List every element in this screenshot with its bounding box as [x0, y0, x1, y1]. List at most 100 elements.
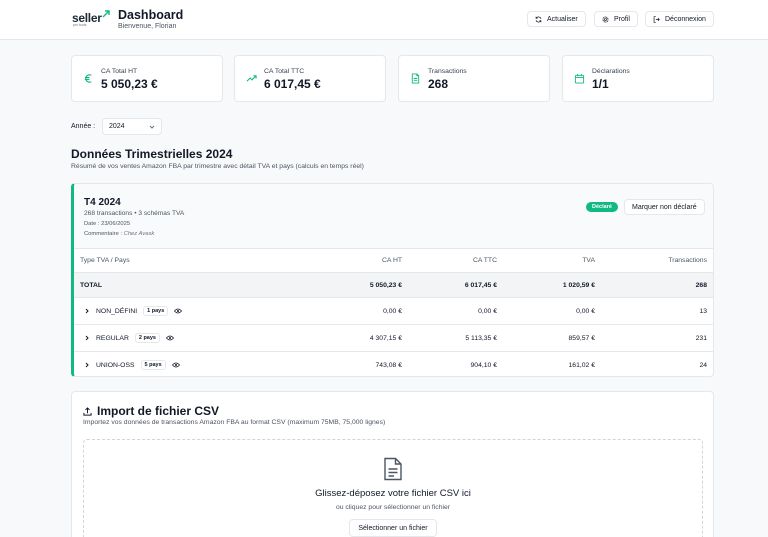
gear-icon: [602, 15, 609, 23]
stat-label: CA Total TTC: [264, 68, 305, 75]
section-subtitle: Résumé de vos ventes Amazon FBA par trim…: [71, 163, 364, 170]
total-tva: 1 020,59 €: [562, 281, 595, 289]
stat-card-ca-ttc: CA Total TTC 6 017,45 €: [234, 55, 386, 102]
quarter-title: T4 2024: [84, 197, 121, 208]
table-header: Type TVA / Pays CA HT CA TTC TVA Transac…: [74, 248, 713, 272]
row-name-cell: NON_DÉFINI 1 pays: [80, 298, 183, 324]
welcome-text: Bienvenue, Florian: [118, 23, 177, 30]
chevron-down-icon: [149, 125, 155, 129]
import-card: Import de fichier CSV Importez vos donné…: [71, 391, 714, 537]
row-ht: 0,00 €: [383, 307, 402, 315]
logout-button[interactable]: Déconnexion: [645, 11, 714, 27]
date-label: Date :: [84, 221, 100, 227]
status-badge: Déclaré: [586, 202, 618, 212]
logout-icon: [653, 15, 660, 23]
total-ht: 5 050,23 €: [369, 281, 402, 289]
chevron-right-icon[interactable]: [84, 335, 90, 341]
import-title-text: Import de fichier CSV: [97, 404, 220, 418]
total-row: TOTAL 5 050,23 € 6 017,45 € 1 020,59 € 2…: [74, 272, 713, 297]
stat-value: 5 050,23 €: [101, 77, 158, 91]
row-tva: 0,00 €: [576, 307, 595, 315]
table-row[interactable]: NON_DÉFINI 1 pays 0,00 € 0,00 € 0,00 € 1…: [74, 297, 713, 324]
euro-icon: [84, 74, 92, 83]
refresh-icon: [535, 16, 542, 22]
year-value: 2024: [109, 123, 125, 130]
logo-arrow-icon: [102, 10, 110, 18]
stat-label: Déclarations: [592, 68, 630, 75]
row-ht: 4 307,15 €: [369, 334, 402, 342]
quarter-card: T4 2024 268 transactions • 3 schémas TVA…: [71, 183, 714, 377]
comment-value: Chez Avask: [123, 231, 155, 237]
row-name: UNION-OSS: [96, 361, 135, 369]
quarter-header: T4 2024 268 transactions • 3 schémas TVA…: [74, 184, 713, 248]
country-count-badge: 2 pays: [134, 333, 160, 343]
dropzone-title: Glissez-déposez votre fichier CSV ici: [315, 488, 471, 499]
quarter-comment: Commentaire : Chez Avask: [84, 231, 154, 237]
trending-up-icon: [246, 75, 257, 82]
file-dropzone[interactable]: Glissez-déposez votre fichier CSV ici ou…: [83, 439, 703, 537]
stat-value: 268: [428, 77, 449, 91]
date-value: 23/06/2025: [101, 221, 131, 227]
stat-card-transactions: Transactions 268: [398, 55, 550, 102]
refresh-button[interactable]: Actualiser: [527, 11, 586, 27]
import-subtitle: Importez vos données de transactions Ama…: [83, 419, 386, 426]
year-select[interactable]: 2024: [102, 118, 162, 135]
profile-button[interactable]: Profil: [594, 11, 638, 27]
chevron-right-icon[interactable]: [84, 362, 90, 368]
select-file-button[interactable]: Sélectionner un fichier: [349, 519, 437, 537]
stat-label: CA Total HT: [101, 68, 138, 75]
page-title: Dashboard: [118, 8, 184, 22]
document-icon: [384, 457, 402, 481]
eye-icon[interactable]: [174, 308, 183, 314]
section-title: Données Trimestrielles 2024: [71, 147, 233, 161]
row-name: REGULAR: [96, 334, 129, 342]
table-row[interactable]: REGULAR 2 pays 4 307,15 € 5 113,35 € 859…: [74, 324, 713, 351]
row-ht: 743,08 €: [375, 361, 402, 369]
col-header-transactions: Transactions: [668, 257, 707, 264]
total-label: TOTAL: [80, 281, 103, 289]
row-tva: 859,57 €: [568, 334, 595, 342]
comment-label: Commentaire :: [84, 231, 123, 237]
total-ttc: 6 017,45 €: [464, 281, 497, 289]
row-tva: 161,02 €: [568, 361, 595, 369]
col-header-ht: CA HT: [381, 257, 402, 264]
row-ttc: 904,10 €: [470, 361, 497, 369]
country-count-badge: 1 pays: [143, 306, 169, 316]
row-transactions: 24: [699, 361, 707, 369]
row-transactions: 13: [699, 307, 707, 315]
eye-icon[interactable]: [171, 362, 180, 368]
row-name-cell: REGULAR 2 pays: [80, 325, 174, 351]
quarter-date: Date : 23/06/2025: [84, 221, 130, 227]
stat-label: Transactions: [428, 68, 467, 75]
upload-icon: [83, 406, 92, 416]
refresh-label: Actualiser: [547, 15, 578, 23]
col-header-tva: TVA: [582, 257, 595, 264]
stat-card-declarations: Déclarations 1/1: [562, 55, 714, 102]
logout-label: Déconnexion: [665, 15, 706, 23]
app-header: seller pro tools Dashboard Bienvenue, Fl…: [0, 0, 768, 40]
total-transactions: 268: [695, 281, 707, 289]
logo-tagline: pro tools: [73, 23, 87, 27]
table-row[interactable]: UNION-OSS 5 pays 743,08 € 904,10 € 161,0…: [74, 351, 713, 376]
seller-logo: seller pro tools: [72, 9, 112, 29]
import-title: Import de fichier CSV: [83, 404, 219, 418]
eye-icon[interactable]: [165, 335, 174, 341]
logo-text: seller: [72, 11, 102, 25]
country-count-badge: 5 pays: [140, 360, 166, 370]
row-name: NON_DÉFINI: [96, 307, 138, 315]
stat-value: 6 017,45 €: [264, 77, 321, 91]
dropzone-subtitle: ou cliquez pour sélectionner un fichier: [335, 504, 451, 511]
profile-label: Profil: [614, 15, 630, 23]
calendar-icon: [574, 73, 585, 84]
stat-card-ca-ht: CA Total HT 5 050,23 €: [71, 55, 223, 102]
mark-undeclared-button[interactable]: Marquer non déclaré: [624, 199, 705, 215]
year-label: Année :: [71, 123, 96, 130]
row-transactions: 231: [695, 334, 707, 342]
row-ttc: 5 113,35 €: [465, 334, 497, 342]
col-header-ttc: CA TTC: [472, 257, 497, 264]
row-ttc: 0,00 €: [478, 307, 497, 315]
stat-value: 1/1: [592, 77, 609, 91]
chevron-right-icon[interactable]: [84, 308, 90, 314]
col-header-type: Type TVA / Pays: [80, 257, 130, 264]
row-name-cell: UNION-OSS 5 pays: [80, 352, 180, 376]
